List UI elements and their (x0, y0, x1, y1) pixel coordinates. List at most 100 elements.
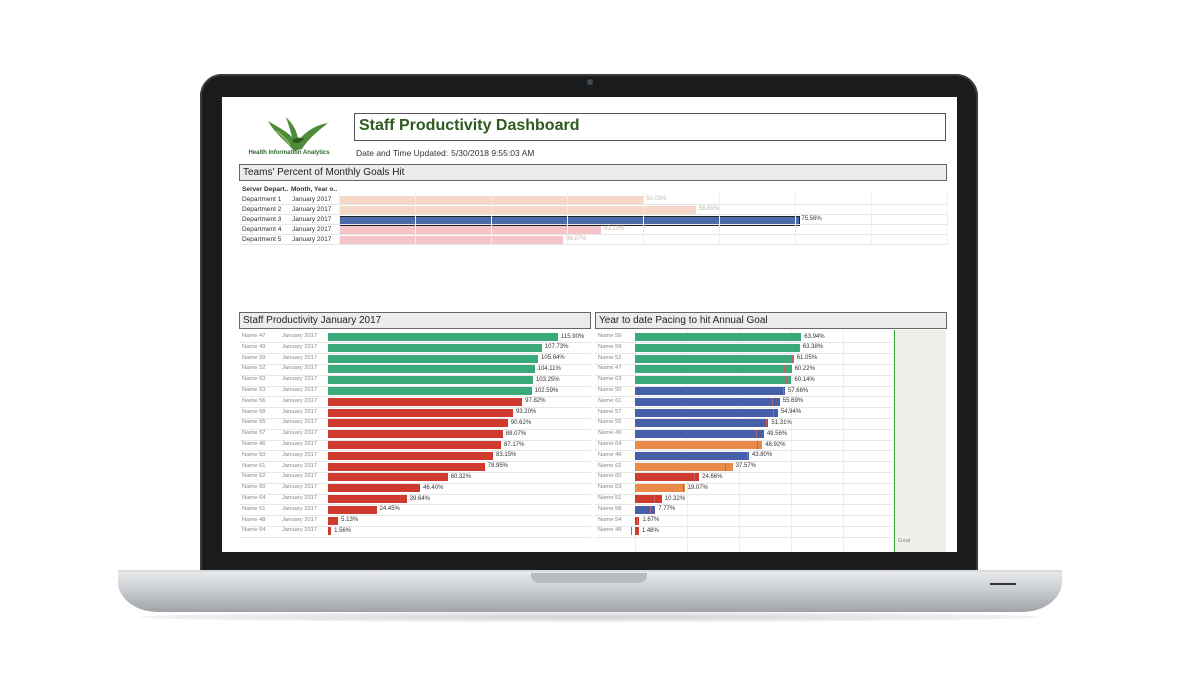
staff-name-label: Name 62 (242, 473, 266, 480)
pacing-value-label: 54.94% (780, 409, 802, 416)
staff-bar (328, 333, 559, 341)
pacing-value-label: 55.69% (782, 398, 804, 405)
team-value-label: 43.10% (604, 226, 625, 232)
staff-month-label: January 2017 (282, 343, 318, 350)
team-gridline (795, 193, 796, 245)
pacing-name-label: Name 50 (598, 387, 622, 393)
staff-name-label: Name 58 (242, 408, 266, 415)
pacing-row-divider (595, 385, 893, 387)
staff-bar (328, 484, 421, 493)
pacing-row-divider (595, 396, 893, 398)
updated-label: Date and Time Updated: (356, 148, 449, 158)
pacing-reference-tick (650, 505, 652, 514)
pacing-reference-tick (793, 333, 795, 341)
pacing-reference-tick (791, 354, 793, 363)
pacing-bar (635, 419, 769, 428)
team-row-divider (239, 214, 947, 215)
staff-value-label: 88.07% (505, 430, 527, 437)
pacing-row-divider (595, 407, 893, 409)
staff-month-label: January 2017 (282, 441, 318, 447)
teams-section-header: Teams' Percent of Monthly Goals Hit (239, 164, 947, 181)
staff-row-divider (239, 482, 591, 484)
team-month-label: January 2017 (292, 196, 332, 203)
pacing-bar (635, 473, 700, 482)
pacing-gridline (843, 330, 844, 552)
staff-bar (328, 343, 542, 352)
pacing-bar (635, 505, 656, 514)
staff-value-label: 107.73% (544, 344, 569, 351)
staff-value-label: 105.84% (541, 355, 565, 362)
staff-bar (328, 376, 533, 385)
pacing-bar (635, 462, 733, 471)
pacing-row-divider (595, 353, 893, 355)
pacing-value-label: 43.80% (751, 452, 773, 459)
staff-name-label: Name 51 (242, 505, 266, 512)
pacing-row-divider (595, 363, 893, 365)
staff-row-divider (239, 407, 591, 409)
pacing-name-label: Name 51 (598, 495, 622, 501)
team-gridline (719, 193, 720, 245)
pacing-value-label: 48.92% (765, 441, 786, 448)
pacing-value-label: 60.14% (794, 376, 815, 383)
staff-value-label: 90.62% (510, 419, 532, 426)
staff-section-title: Staff Productivity January 2017 (243, 315, 382, 326)
team-gridline (947, 193, 948, 245)
pacing-name-label: Name 56 (598, 333, 622, 339)
team-dept-label: Department 2 (242, 206, 282, 213)
pacing-row-divider (595, 374, 893, 376)
pacing-name-label: Name 52 (598, 354, 622, 361)
staff-value-label: 60.32% (450, 473, 472, 480)
staff-name-label: Name 64 (242, 495, 266, 501)
pacing-bar (635, 376, 792, 385)
pacing-value-label: 61.05% (796, 355, 818, 362)
pacing-bar (635, 451, 749, 460)
staff-row-divider (239, 385, 591, 387)
pacing-value-label: 24.66% (702, 473, 723, 480)
staff-name-label: Name 61 (242, 462, 266, 469)
team-value-label: 50.03% (646, 196, 667, 202)
staff-month-label: January 2017 (282, 516, 318, 523)
pacing-reference-tick (794, 343, 796, 352)
laptop-shadow (140, 612, 1040, 622)
staff-value-label: 102.59% (534, 387, 559, 394)
staff-month-label: January 2017 (282, 451, 318, 458)
pacing-name-label: Name 49 (598, 430, 622, 437)
laptop-notch (531, 573, 647, 583)
pacing-bar (635, 527, 639, 536)
staff-month-label: January 2017 (282, 495, 318, 501)
staff-month-label: January 2017 (282, 527, 318, 534)
teams-col-dept: Server Depart.. (242, 186, 289, 193)
camera-icon (587, 79, 593, 85)
staff-bar (328, 365, 535, 374)
eagle-logo-icon (268, 117, 328, 151)
pacing-value-label: 19.07% (687, 484, 708, 491)
staff-row-divider (239, 461, 591, 463)
team-dept-label: Department 1 (242, 196, 282, 203)
pacing-name-label: Name 64 (598, 441, 622, 447)
staff-month-label: January 2017 (282, 354, 318, 361)
team-month-label: January 2017 (292, 206, 332, 213)
pacing-row-divider (595, 439, 893, 441)
staff-bar (328, 397, 523, 406)
staff-section-header: Staff Productivity January 2017 (239, 312, 591, 329)
pacing-reference-tick (755, 430, 757, 439)
pacing-bar (635, 397, 780, 406)
pacing-bar (635, 495, 662, 503)
laptop-led (990, 583, 1016, 585)
goal-label: Goal (898, 538, 911, 544)
pacing-row-divider (595, 342, 893, 344)
team-row-divider (239, 224, 947, 225)
staff-bar (328, 387, 532, 395)
pacing-bar (635, 365, 792, 374)
pacing-bar (635, 408, 778, 417)
team-bar (339, 206, 696, 214)
staff-row-divider (239, 515, 591, 517)
pacing-row-divider (595, 536, 893, 538)
staff-value-label: 87.17% (503, 441, 525, 448)
pacing-row-divider (595, 515, 893, 517)
pacing-bar (635, 484, 685, 493)
team-gridline (871, 193, 872, 245)
staff-value-label: 97.82% (525, 398, 546, 405)
staff-bar (328, 505, 377, 514)
staff-bar (328, 441, 501, 449)
